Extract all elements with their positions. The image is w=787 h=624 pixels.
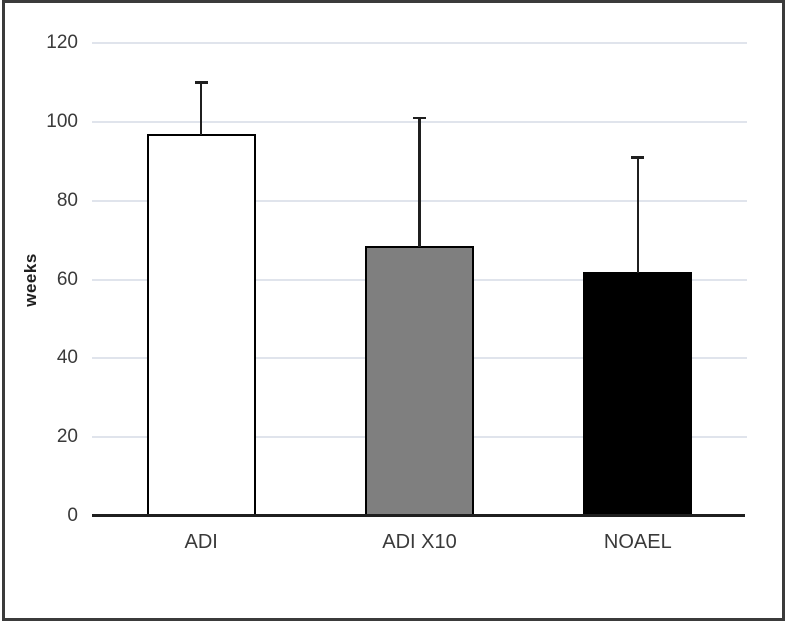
y-tick-label-0: 0 bbox=[67, 505, 78, 526]
gridline-y120 bbox=[92, 42, 747, 44]
x-axis-line bbox=[92, 514, 745, 517]
y-tick-label-40: 40 bbox=[56, 347, 78, 369]
y-tick-label-60: 60 bbox=[56, 268, 78, 290]
error-bar-line bbox=[199, 82, 203, 135]
bar-noael bbox=[583, 271, 693, 516]
x-category-label-noael: NOAEL bbox=[603, 531, 672, 553]
x-category-label-adi: ADI bbox=[184, 531, 218, 553]
error-bar-cap bbox=[413, 116, 426, 120]
error-bar-line bbox=[418, 117, 421, 247]
plot-area: weeks 0 20 40 60 80 100 120 ADI ADI X10 NOAEL bbox=[21, 33, 747, 553]
bar-adi-x10 bbox=[365, 246, 474, 516]
error-bar-line bbox=[636, 157, 640, 273]
error-bar-cap bbox=[194, 81, 208, 84]
x-category-label-adi-x10: ADI X10 bbox=[382, 531, 457, 553]
error-bar-cap bbox=[631, 156, 645, 159]
y-tick-label-100: 100 bbox=[46, 110, 78, 132]
y-tick-label-80: 80 bbox=[56, 189, 78, 211]
bar-adi bbox=[146, 133, 256, 516]
y-tick-label-120: 120 bbox=[46, 32, 78, 53]
y-tick-label-20: 20 bbox=[56, 426, 78, 448]
